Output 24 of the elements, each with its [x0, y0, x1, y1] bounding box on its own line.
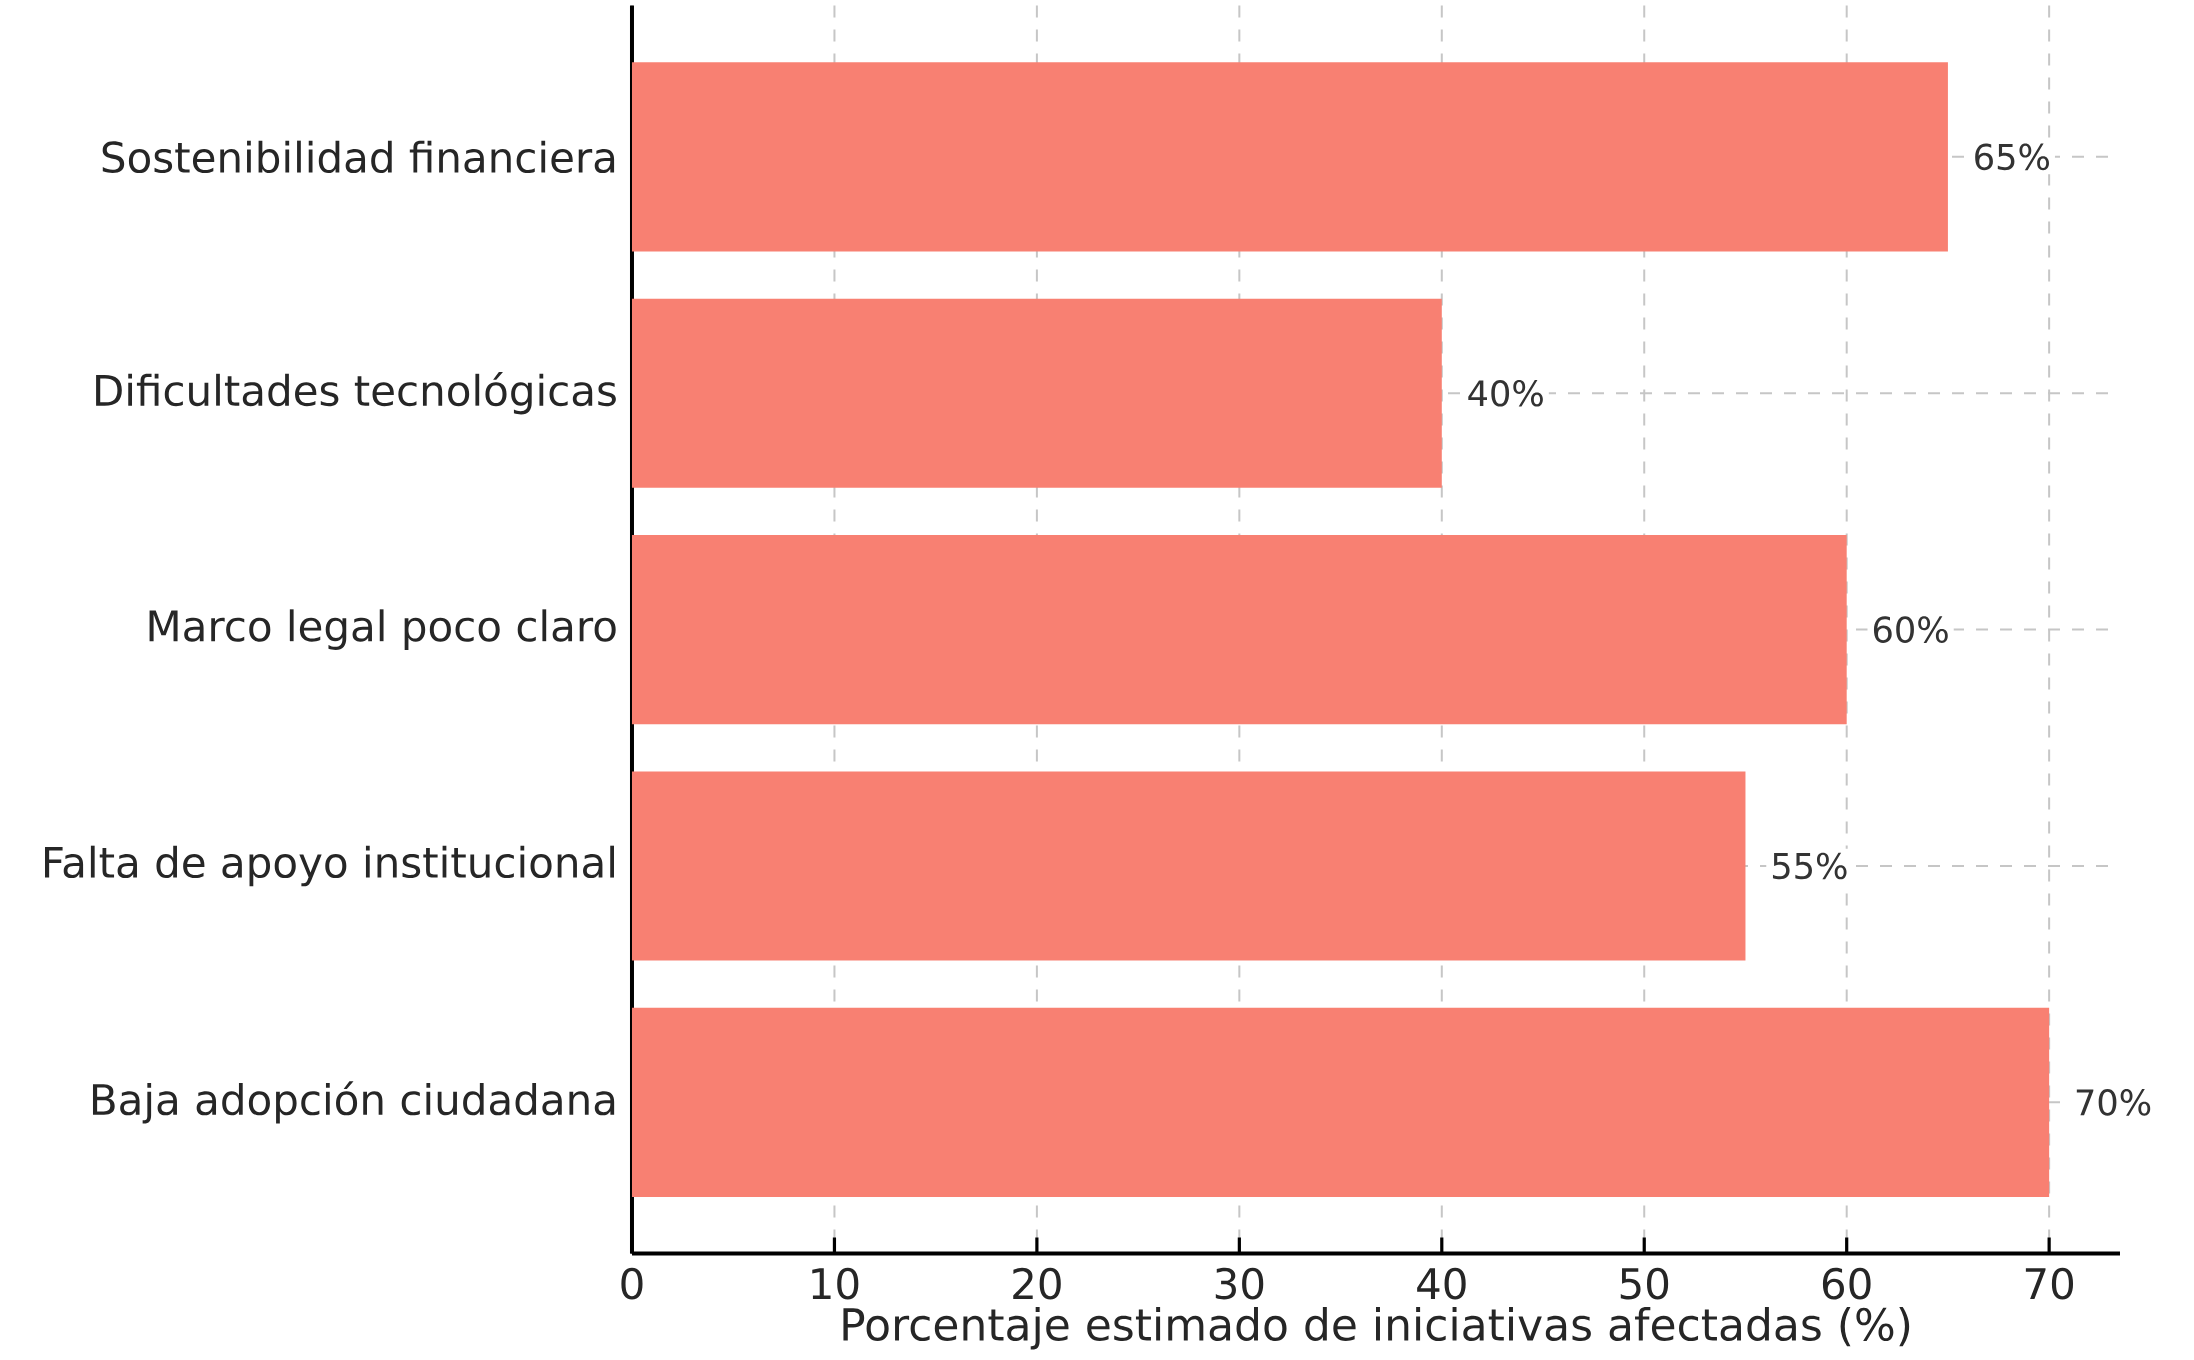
data-label: 65%	[1975, 143, 2049, 171]
data-label: 55%	[1772, 852, 1847, 880]
x-tick-label: 10	[812, 1267, 859, 1300]
x-tick-label: 40	[1417, 1267, 1466, 1300]
bar	[631, 771, 1746, 961]
bar	[631, 62, 1948, 252]
bar	[631, 1007, 2050, 1197]
bar	[631, 298, 1442, 488]
y-tick-label: Dificultades tecnológicas	[96, 372, 616, 415]
bar	[631, 535, 1847, 725]
y-tick-label: Marco legal poco claro	[149, 609, 616, 650]
y-tick-label: Baja adopción ciudadana	[92, 1081, 615, 1124]
x-tick-label: 0	[621, 1267, 643, 1300]
y-tick-label: Falta de apoyo institucional	[45, 845, 614, 887]
data-label: 40%	[1468, 379, 1543, 407]
x-tick-label: 50	[1620, 1267, 1669, 1300]
x-tick-label: 30	[1215, 1267, 1264, 1300]
data-label: 70%	[2076, 1089, 2151, 1116]
y-tick-label: Sostenibilidad financiera	[102, 140, 615, 174]
data-label: 60%	[1873, 616, 1948, 643]
x-tick-label: 60	[1822, 1267, 1871, 1300]
x-axis-title: Porcentaje estimado de iniciativas afectadas (%)	[843, 1306, 1910, 1350]
x-tick-label: 70	[2025, 1267, 2074, 1300]
x-tick-label: 20	[1013, 1267, 1061, 1300]
